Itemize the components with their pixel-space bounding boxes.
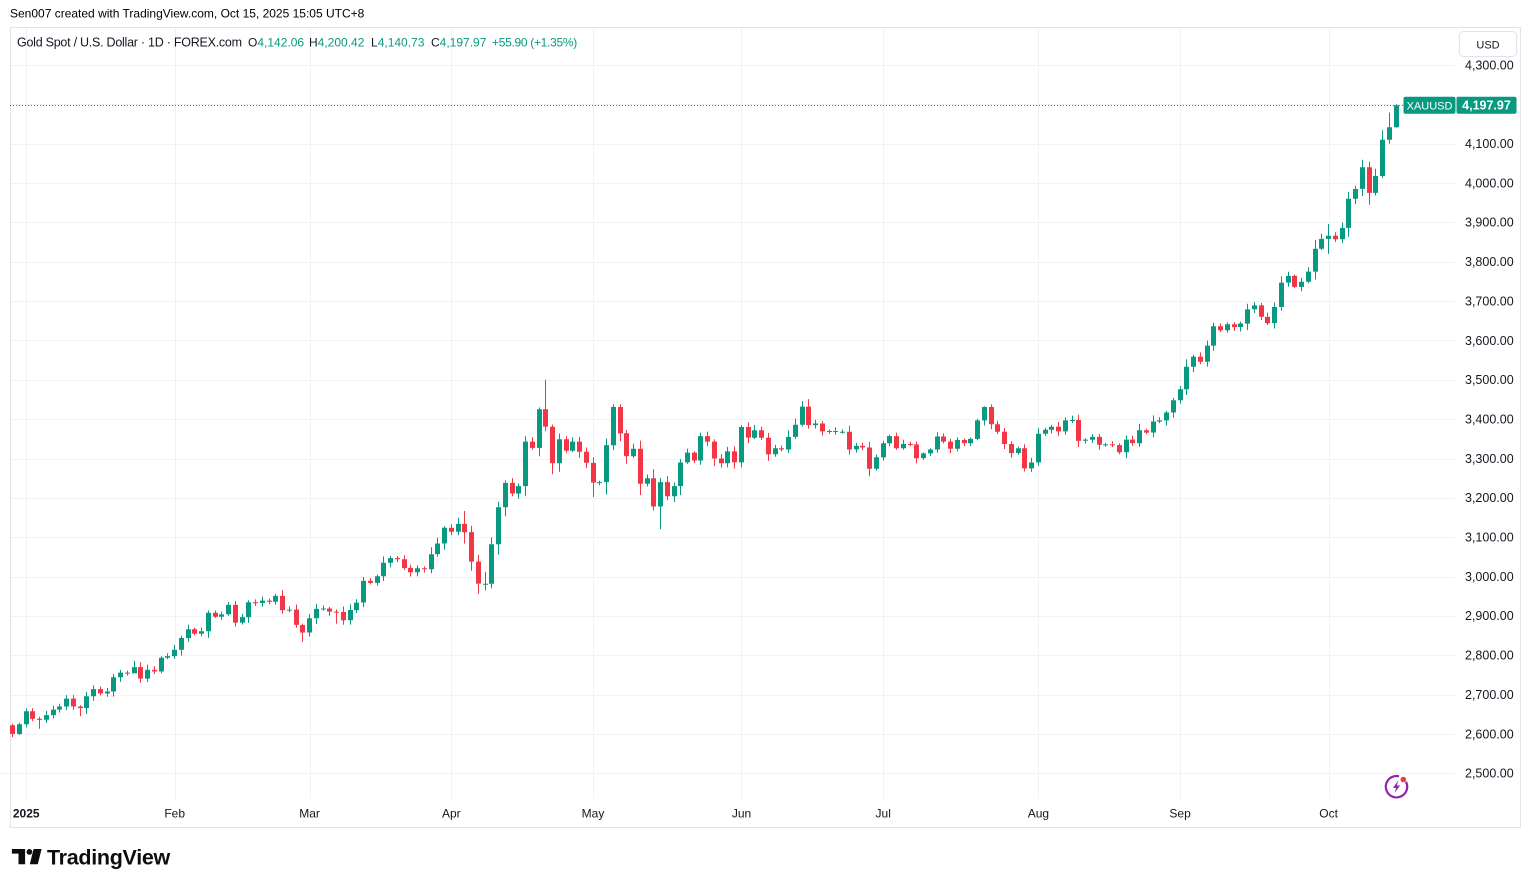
svg-text:4,197.97: 4,197.97 (1462, 99, 1511, 113)
svg-text:Feb: Feb (164, 807, 185, 821)
svg-text:3,400.00: 3,400.00 (1465, 413, 1514, 427)
svg-text:3,200.00: 3,200.00 (1465, 491, 1514, 505)
svg-text:XAUUSD: XAUUSD (1407, 100, 1453, 112)
svg-text:4,000.00: 4,000.00 (1465, 176, 1514, 190)
svg-text:H4,200.42: H4,200.42 (309, 36, 365, 50)
svg-text:May: May (582, 807, 605, 821)
svg-text:+55.90 (+1.35%): +55.90 (+1.35%) (492, 36, 577, 50)
svg-text:Apr: Apr (442, 807, 461, 821)
svg-text:Jun: Jun (732, 807, 751, 821)
svg-text:O4,142.06: O4,142.06 (248, 36, 304, 50)
svg-text:Sen007 created with TradingVie: Sen007 created with TradingView.com, Oct… (10, 7, 365, 21)
svg-text:Mar: Mar (299, 807, 320, 821)
svg-text:4,100.00: 4,100.00 (1465, 137, 1514, 151)
svg-text:C4,197.97: C4,197.97 (431, 36, 487, 50)
svg-text:2025: 2025 (13, 807, 40, 821)
svg-text:4,300.00: 4,300.00 (1465, 58, 1514, 72)
svg-text:Sep: Sep (1169, 807, 1191, 821)
svg-text:3,300.00: 3,300.00 (1465, 452, 1514, 466)
svg-text:USD: USD (1476, 39, 1499, 51)
svg-text:2,500.00: 2,500.00 (1465, 767, 1514, 781)
svg-text:2,600.00: 2,600.00 (1465, 727, 1514, 741)
svg-text:Jul: Jul (876, 807, 891, 821)
svg-text:3,100.00: 3,100.00 (1465, 531, 1514, 545)
svg-text:2,800.00: 2,800.00 (1465, 649, 1514, 663)
svg-text:2,900.00: 2,900.00 (1465, 609, 1514, 623)
svg-text:Oct: Oct (1319, 807, 1338, 821)
svg-text:Gold Spot / U.S. Dollar · 1D ·: Gold Spot / U.S. Dollar · 1D · FOREX.com (17, 36, 242, 50)
svg-text:3,000.00: 3,000.00 (1465, 570, 1514, 584)
svg-text:3,700.00: 3,700.00 (1465, 294, 1514, 308)
svg-text:2,700.00: 2,700.00 (1465, 688, 1514, 702)
svg-text:3,800.00: 3,800.00 (1465, 255, 1514, 269)
svg-text:3,900.00: 3,900.00 (1465, 216, 1514, 230)
svg-text:3,500.00: 3,500.00 (1465, 373, 1514, 387)
svg-text:Aug: Aug (1028, 807, 1049, 821)
svg-text:3,600.00: 3,600.00 (1465, 334, 1514, 348)
svg-text:L4,140.73: L4,140.73 (371, 36, 425, 50)
svg-text:TradingView: TradingView (47, 846, 171, 870)
